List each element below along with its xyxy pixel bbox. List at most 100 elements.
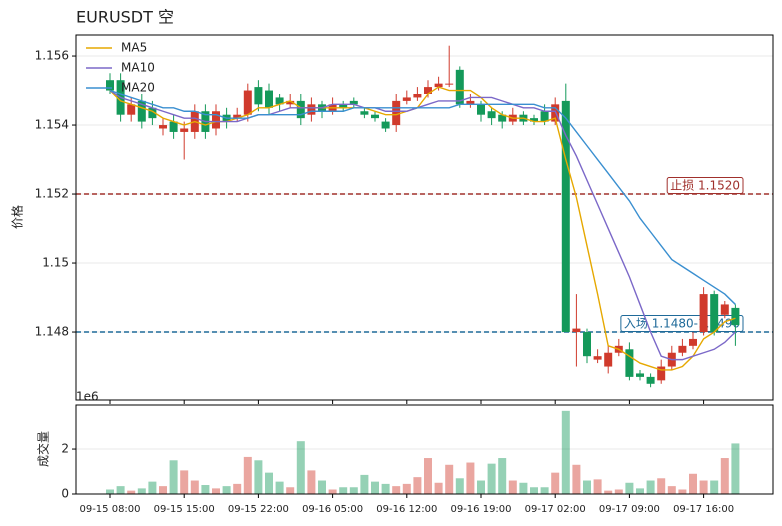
volume-bar <box>360 474 369 494</box>
candle-body <box>137 100 146 122</box>
candle-body <box>180 128 189 132</box>
candle-body <box>646 376 655 384</box>
volume-bar <box>233 483 242 494</box>
volume-bar <box>604 490 613 494</box>
volume-bar <box>381 483 390 494</box>
volume-bar <box>508 480 517 494</box>
volume-bar <box>636 488 644 494</box>
volume-bar <box>402 483 411 494</box>
candle-body <box>455 69 464 105</box>
candle-body <box>424 87 432 94</box>
x-tick-label: 09-16 19:00 <box>450 504 511 515</box>
candle-body <box>233 114 242 119</box>
chart-title: EURUSDT 空 <box>76 8 174 27</box>
candle-body <box>583 332 591 357</box>
volume-bar <box>466 462 475 494</box>
candle-body <box>392 100 401 126</box>
volume-bar <box>243 456 252 494</box>
volume-bar <box>646 480 655 494</box>
x-tick-label: 09-17 16:00 <box>673 504 734 515</box>
candle-body <box>699 294 708 333</box>
candle-body <box>159 125 167 129</box>
y-tick-label: 1.156 <box>35 49 69 63</box>
candle-body <box>731 307 740 326</box>
volume-axis-label: 成交量 <box>36 431 51 467</box>
volume-bar <box>159 486 167 494</box>
volume-bar <box>296 441 305 494</box>
volume-bar <box>540 487 549 494</box>
volume-bar <box>328 489 337 494</box>
volume-bar <box>106 489 114 494</box>
volume-bar <box>307 470 316 494</box>
volume-bar <box>667 486 676 494</box>
volume-bar <box>286 487 295 494</box>
candle-body <box>169 121 178 132</box>
candle-body <box>339 104 348 108</box>
x-tick-label: 09-15 22:00 <box>228 504 289 515</box>
volume-bar <box>222 486 231 494</box>
volume-bar <box>371 481 379 494</box>
y-tick-label: 1.15 <box>42 256 69 270</box>
candle-body <box>402 97 411 101</box>
candle-body <box>657 366 666 381</box>
candle-body <box>604 352 613 367</box>
volume-bar <box>657 478 666 494</box>
volume-bar <box>392 486 401 494</box>
volume-bar <box>625 482 634 494</box>
x-tick-label: 09-15 15:00 <box>154 504 215 515</box>
reference-label-box <box>666 177 744 195</box>
candle-body <box>413 93 422 98</box>
y-tick-label: 1.152 <box>35 187 69 201</box>
volume-bar <box>477 480 485 494</box>
candle-body <box>371 114 379 119</box>
candle-body <box>286 100 295 105</box>
candle-body <box>307 104 316 115</box>
volume-bar <box>689 473 697 494</box>
volume-bar <box>116 486 125 494</box>
volume-bar <box>487 463 496 494</box>
volume-bar <box>190 480 199 494</box>
x-tick-label: 09-17 02:00 <box>525 504 586 515</box>
candle-body <box>349 100 358 105</box>
plot-frame <box>75 34 774 401</box>
candle-body <box>127 104 136 115</box>
candle-body <box>572 328 581 333</box>
candle-body <box>593 356 602 360</box>
volume-bar <box>583 480 591 494</box>
candle-body <box>360 111 369 115</box>
offset-label: 1e6 <box>76 390 99 404</box>
y-tick-label: 2 <box>61 442 69 456</box>
candle-body <box>561 100 570 333</box>
x-tick-label: 09-16 05:00 <box>302 504 363 515</box>
volume-bar <box>349 487 358 494</box>
x-tick-label: 09-15 08:00 <box>79 504 140 515</box>
candle-body <box>678 345 687 353</box>
volume-bar <box>572 464 581 494</box>
volume-bar <box>169 460 178 494</box>
volume-bar <box>434 482 443 494</box>
legend-label: MA10 <box>121 61 155 75</box>
volume-bar <box>212 488 220 494</box>
candle-body <box>498 114 507 122</box>
candle-body <box>212 111 220 129</box>
candle-body <box>275 97 284 105</box>
candle-body <box>296 100 305 119</box>
candle-body <box>445 83 454 85</box>
candle-body <box>243 90 252 115</box>
candle-body <box>636 373 644 377</box>
legend-label: MA20 <box>121 81 155 95</box>
volume-bar <box>498 458 507 494</box>
volume-bar <box>265 472 273 494</box>
volume-bar <box>731 443 740 494</box>
plot-frame <box>75 404 774 495</box>
reference-label: 止损 1.1520 <box>670 179 740 193</box>
volume-bar <box>148 481 157 494</box>
candle-body <box>265 90 273 108</box>
volume-bar <box>318 480 326 494</box>
candle-body <box>487 111 496 119</box>
volume-bar <box>180 470 189 494</box>
candle-body <box>434 83 443 88</box>
candle-body <box>530 118 538 122</box>
volume-bar <box>413 477 422 494</box>
